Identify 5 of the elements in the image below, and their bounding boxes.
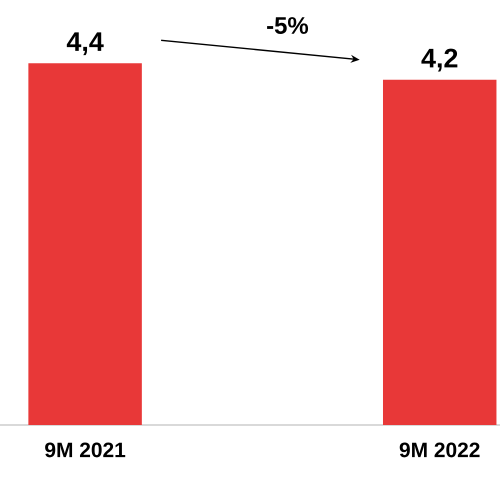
data-label: 4,4 <box>66 32 104 56</box>
x-tick-label: 9M 2021 <box>45 442 126 458</box>
data-label: 4,2 <box>421 48 458 72</box>
text: -5% <box>267 17 308 34</box>
x-tick-label: 9M 2022 <box>400 442 480 458</box>
